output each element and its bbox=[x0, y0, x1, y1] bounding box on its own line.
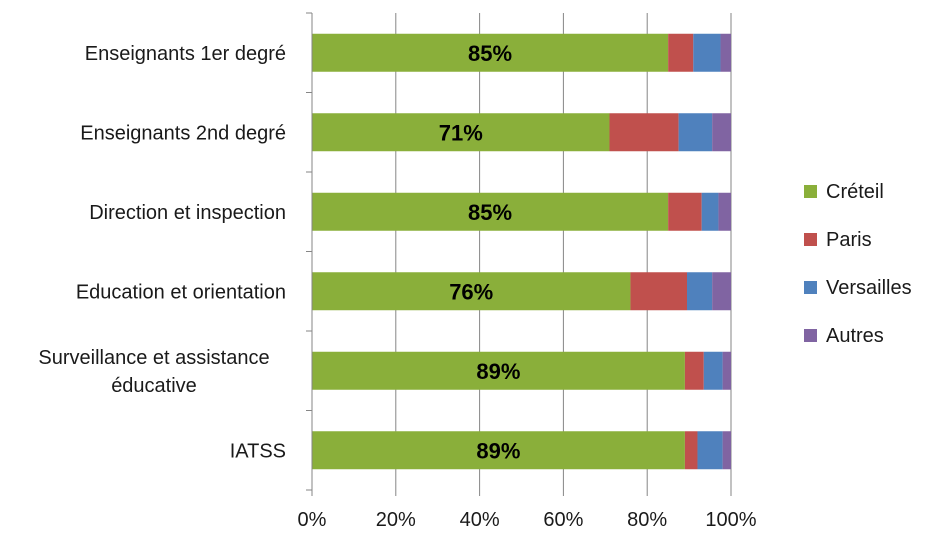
legend-swatch bbox=[804, 329, 817, 342]
x-tick-label: 80% bbox=[627, 509, 667, 531]
axes bbox=[306, 12, 732, 496]
bars bbox=[312, 33, 731, 470]
x-tick-label: 0% bbox=[298, 509, 327, 531]
bar-segment bbox=[693, 33, 721, 72]
x-tick-labels: 0% 20% 40% 60% 80% 100% bbox=[298, 509, 757, 531]
legend-label: Créteil bbox=[826, 181, 884, 203]
bar-segment bbox=[312, 351, 685, 390]
bar-segment bbox=[312, 113, 610, 152]
legend-swatch bbox=[804, 185, 817, 198]
gridlines bbox=[395, 13, 732, 490]
bar-segment bbox=[312, 192, 669, 231]
bar-segment bbox=[609, 113, 679, 152]
category-label: Enseignants 1er degré bbox=[85, 43, 286, 65]
bar-segment bbox=[668, 33, 694, 72]
legend-swatch bbox=[804, 281, 817, 294]
data-label: 76% bbox=[449, 279, 493, 304]
legend-label: Autres bbox=[826, 325, 884, 347]
bar-segment bbox=[668, 192, 702, 231]
bar-segment bbox=[312, 431, 685, 470]
legend: Créteil Paris Versailles Autres bbox=[804, 181, 912, 347]
bar-segment bbox=[697, 431, 723, 470]
data-label: 85% bbox=[468, 200, 512, 225]
category-label: Surveillance et assistance bbox=[38, 347, 269, 369]
bar-segment bbox=[701, 192, 719, 231]
category-label: IATSS bbox=[230, 440, 286, 462]
legend-label: Paris bbox=[826, 229, 872, 251]
category-label: Enseignants 2nd degré bbox=[80, 122, 286, 144]
bar-segment bbox=[720, 33, 731, 72]
bar-segment bbox=[687, 272, 713, 311]
bar-segment bbox=[722, 351, 731, 390]
bar-segment bbox=[630, 272, 688, 311]
category-labels: Enseignants 1er degré Enseignants 2nd deg… bbox=[38, 43, 286, 463]
x-tick-label: 40% bbox=[460, 509, 500, 531]
data-label: 85% bbox=[468, 41, 512, 66]
x-tick-label: 20% bbox=[376, 509, 416, 531]
category-label: Education et orientation bbox=[76, 281, 286, 303]
data-label: 89% bbox=[476, 359, 520, 384]
data-label: 89% bbox=[476, 438, 520, 463]
category-label: Direction et inspection bbox=[89, 202, 286, 224]
legend-swatch bbox=[804, 233, 817, 246]
bar-segment bbox=[722, 431, 731, 470]
bar-segment bbox=[684, 431, 698, 470]
bar-segment bbox=[703, 351, 723, 390]
x-tick-label: 60% bbox=[543, 509, 583, 531]
legend-label: Versailles bbox=[826, 277, 912, 299]
bar-segment bbox=[712, 272, 731, 311]
bar-segment bbox=[718, 192, 731, 231]
data-labels: 85% 71% 85% 76% 89% 89% bbox=[439, 41, 521, 464]
data-label: 71% bbox=[439, 120, 483, 145]
bar-segment bbox=[712, 113, 731, 152]
bar-segment bbox=[684, 351, 704, 390]
bar-segment bbox=[678, 113, 713, 152]
bar-segment bbox=[312, 272, 631, 311]
x-tick-label: 100% bbox=[705, 509, 756, 531]
category-label: éducative bbox=[111, 375, 197, 397]
bar-segment bbox=[312, 33, 669, 72]
